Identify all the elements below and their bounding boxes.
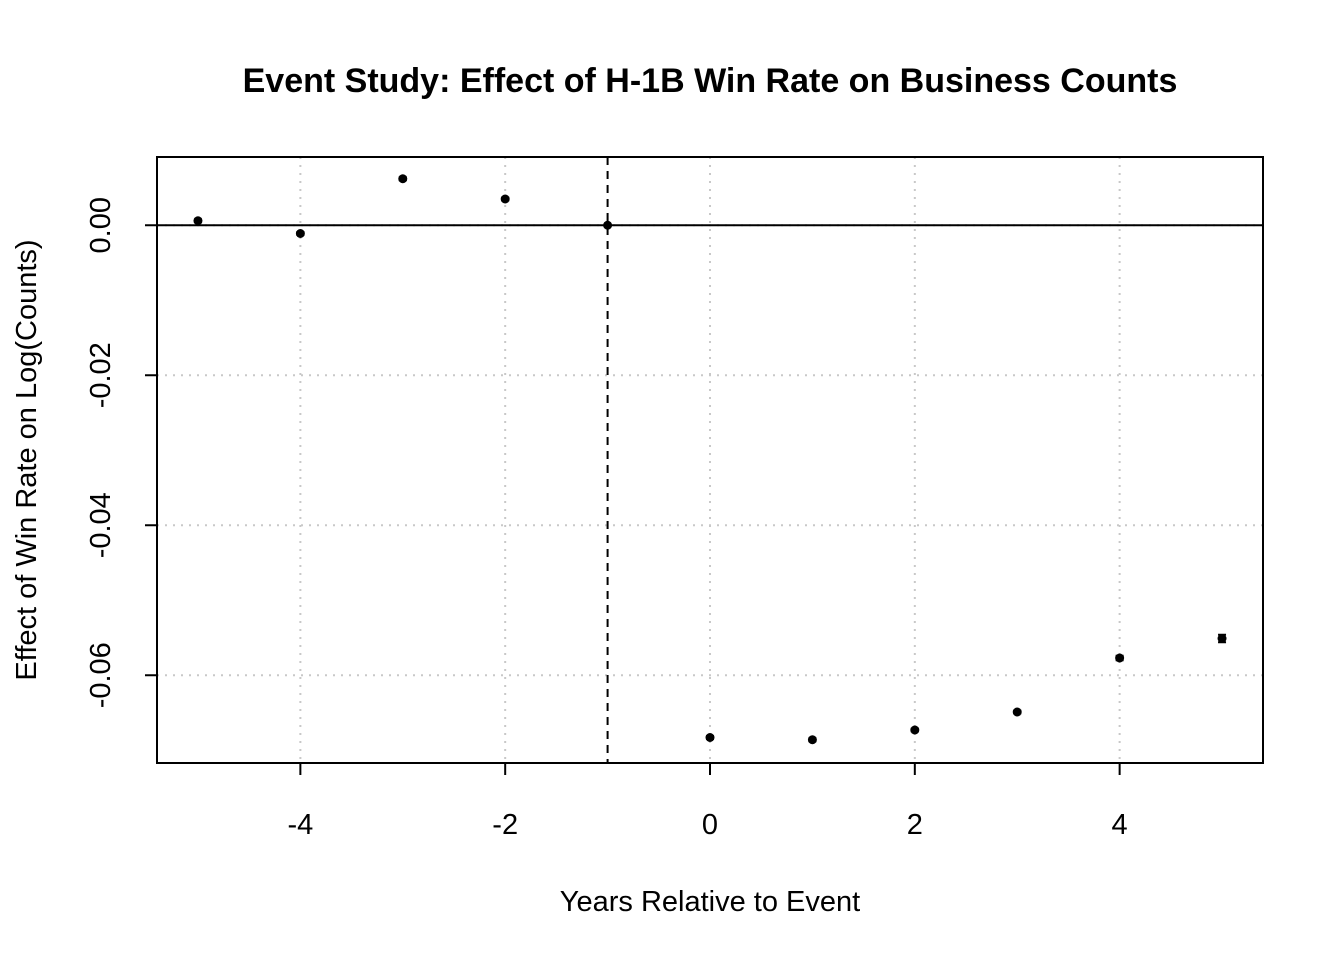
chart-title: Event Study: Effect of H-1B Win Rate on … [243, 62, 1178, 100]
y-axis-ticks: 0.00 -0.02 -0.04 -0.06 [85, 197, 157, 708]
y-tick-label: -0.04 [85, 492, 117, 558]
data-point [603, 220, 613, 230]
y-tick-label: -0.02 [85, 342, 117, 408]
x-tick-label: 4 [1112, 809, 1128, 841]
data-point [295, 229, 305, 238]
data-point [1217, 634, 1227, 643]
x-axis-ticks: -4 -2 0 2 4 [287, 763, 1128, 841]
x-tick-label: 2 [907, 809, 923, 841]
reference-lines [157, 157, 1263, 763]
x-tick-label: -2 [492, 809, 518, 841]
y-tick-label: 0.00 [85, 197, 117, 253]
data-points [193, 174, 1227, 745]
data-point [910, 725, 920, 735]
data-point [807, 735, 817, 745]
plot-frame [156, 156, 1264, 764]
grid-lines [157, 157, 1263, 763]
x-tick-label: 0 [702, 809, 718, 841]
y-tick-label: -0.06 [85, 642, 117, 708]
data-point [193, 216, 203, 226]
x-axis-label: Years Relative to Event [560, 886, 860, 918]
data-point [500, 194, 510, 204]
data-point [1012, 707, 1022, 717]
x-tick-label: -4 [287, 809, 313, 841]
y-axis-label: Effect of Win Rate on Log(Counts) [11, 239, 43, 680]
data-point [398, 174, 408, 184]
data-point [705, 733, 715, 742]
data-point [1115, 653, 1125, 663]
